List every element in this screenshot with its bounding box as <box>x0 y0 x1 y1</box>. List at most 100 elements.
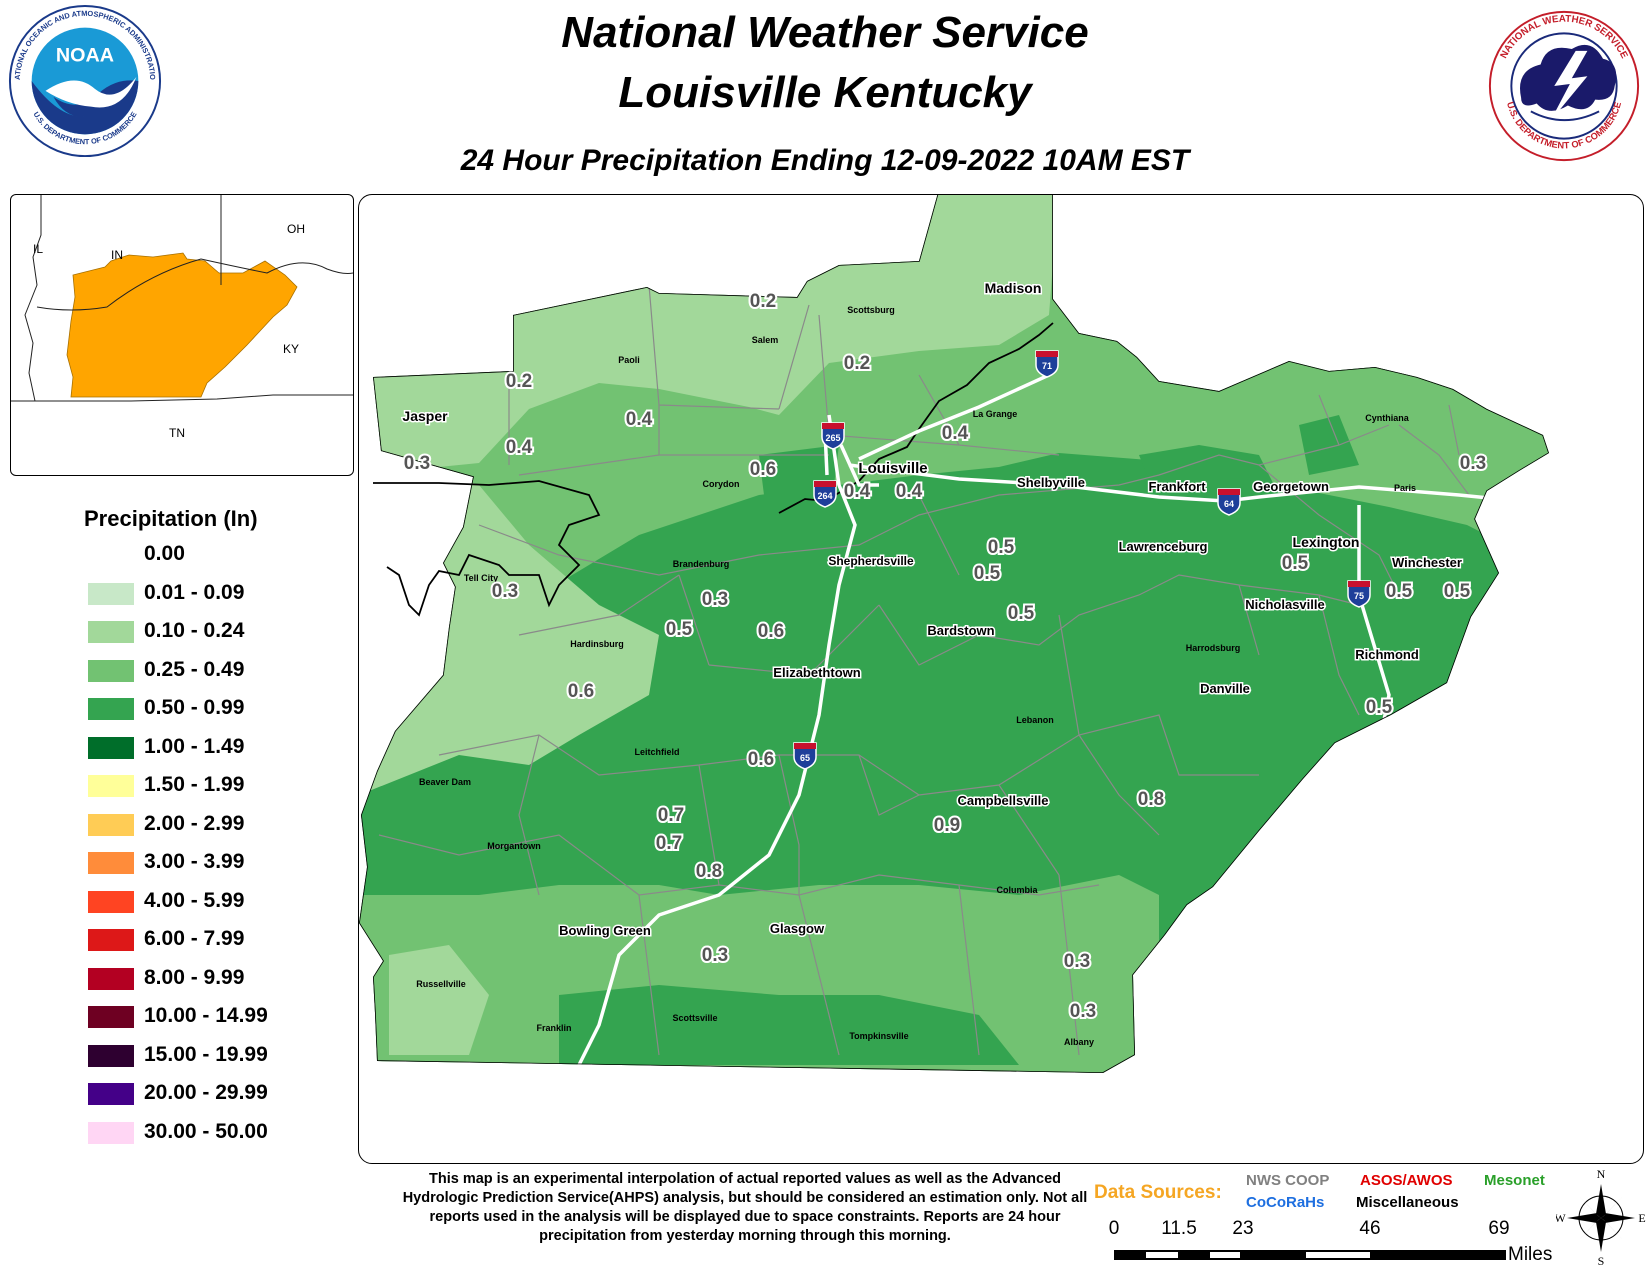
city-label: Scottsburg <box>847 305 895 315</box>
data-sources-label: Data Sources: <box>1094 1182 1222 1203</box>
compass-w: W <box>1556 1211 1566 1225</box>
legend-label: 4.00 - 5.99 <box>144 888 245 912</box>
city-label: Albany <box>1064 1037 1094 1047</box>
city-label: Lebanon <box>1016 715 1054 725</box>
city-label: Nicholasville <box>1245 597 1324 612</box>
precip-observation-value: 0.7 <box>658 805 684 826</box>
compass-rose-icon: N S E W <box>1556 1167 1646 1266</box>
legend-label: 6.00 - 7.99 <box>144 927 245 950</box>
legend-label: 1.00 - 1.49 <box>144 734 245 758</box>
legend-label: 3.00 - 3.99 <box>144 850 245 873</box>
source-asos-awos: ASOS/AWOS <box>1360 1172 1453 1189</box>
svg-text:75: 75 <box>1354 591 1364 601</box>
precipitation-map: 71 265 264 64 75 65 Madison Scottsburg Salem Pao… <box>358 194 1644 1164</box>
precip-zone-010 <box>389 945 489 1055</box>
city-label: Georgetown <box>1253 479 1329 494</box>
precip-observation-value: 0.3 <box>492 581 518 602</box>
inset-label: TN <box>169 426 185 440</box>
city-label: Franklin <box>536 1023 571 1033</box>
legend-label: 20.00 - 29.99 <box>144 1081 268 1104</box>
legend-label: 0.10 - 0.24 <box>144 619 245 642</box>
precip-observation-value: 0.9 <box>934 815 960 836</box>
noaa-logo: NOAA NATIONAL OCEANIC AND ATMOSPHERIC AD… <box>6 2 162 158</box>
precip-observation-value: 0.5 <box>1444 581 1471 602</box>
legend-swatch <box>88 890 134 913</box>
page-title: National Weather Service <box>561 8 1089 57</box>
interstate-shield-icon: 264 <box>813 480 837 508</box>
precip-observation-value: 0.4 <box>942 423 969 444</box>
legend-swatch <box>88 698 134 720</box>
interstate-shield-icon: 65 <box>793 742 817 770</box>
legend-swatch <box>88 967 134 990</box>
precip-observation-value: 0.2 <box>844 353 870 374</box>
city-label: Harrodsburg <box>1186 643 1241 653</box>
inset-label: IL <box>33 242 43 256</box>
city-label: Glasgow <box>770 921 825 936</box>
precip-observation-value: 0.2 <box>750 291 776 312</box>
precip-observation-value: 0.6 <box>758 621 784 642</box>
precip-observation-value: 0.4 <box>506 437 533 458</box>
legend-label: 30.00 - 50.00 <box>144 1119 268 1143</box>
precip-observation-value: 0.4 <box>896 481 923 502</box>
legend-swatch <box>88 852 134 874</box>
city-label: Salem <box>752 335 779 345</box>
inset-label: IN <box>111 248 123 262</box>
legend-label: 0.50 - 0.99 <box>144 696 245 719</box>
city-label: Morgantown <box>487 841 541 851</box>
precip-observation-value: 0.5 <box>666 619 693 640</box>
legend-label: 8.00 - 9.99 <box>144 965 245 989</box>
city-label: Lexington <box>1293 534 1360 550</box>
city-label: Scottsville <box>672 1013 717 1023</box>
svg-text:65: 65 <box>800 753 810 763</box>
city-label: Beaver Dam <box>419 777 471 787</box>
precip-observation-value: 0.2 <box>506 371 532 392</box>
scale-tick: 46 <box>1359 1218 1381 1239</box>
legend-label: 2.00 - 2.99 <box>144 811 245 835</box>
precip-observation-value: 0.8 <box>696 861 722 882</box>
precip-observation-value: 0.3 <box>1070 1001 1096 1022</box>
scale-bar: 0 11.5 23 46 69 <box>1100 1218 1650 1268</box>
interstate-shield-icon: 71 <box>1035 350 1059 378</box>
county-borders <box>378 284 1470 1056</box>
legend-swatch <box>88 582 134 605</box>
scale-tick: 23 <box>1232 1218 1254 1239</box>
svg-text:265: 265 <box>825 433 840 443</box>
city-label: Shelbyville <box>1017 475 1085 490</box>
city-label: Bowling Green <box>559 923 651 938</box>
compass-e: E <box>1638 1211 1645 1225</box>
city-label: Bardstown <box>927 623 994 638</box>
inset-label: OH <box>287 222 305 236</box>
noaa-logo-text: NOAA <box>56 44 114 66</box>
city-label: Winchester <box>1392 555 1462 570</box>
legend-swatch <box>88 659 134 682</box>
scale-tick: 11.5 <box>1161 1218 1197 1239</box>
precip-observation-value: 0.4 <box>626 409 653 430</box>
city-label: La Grange <box>973 409 1018 419</box>
inset-label: KY <box>283 342 299 356</box>
precip-zone-050 <box>1299 415 1359 475</box>
legend-swatch <box>88 813 134 836</box>
city-label: Elizabethtown <box>773 665 860 680</box>
legend-swatch <box>88 1006 134 1028</box>
precip-observation-value: 0.3 <box>1064 951 1090 972</box>
precip-observation-value: 0.6 <box>748 749 774 770</box>
disclaimer-text: This map is an experimental interpolatio… <box>402 1171 1088 1244</box>
legend-swatch <box>88 1083 134 1105</box>
legend-label: 10.00 - 14.99 <box>144 1004 268 1027</box>
precip-observation-value: 0.6 <box>750 459 776 480</box>
city-label: Tell City <box>464 573 498 583</box>
precip-observation-value: 0.5 <box>974 563 1001 584</box>
legend-swatch <box>88 1121 134 1144</box>
city-label: Cynthiana <box>1365 413 1410 423</box>
scale-tick: 0 <box>1108 1218 1120 1239</box>
scale-tick: 69 <box>1488 1218 1510 1239</box>
scale-unit: Miles <box>1508 1244 1553 1265</box>
legend-swatch <box>88 544 134 566</box>
compass-n: N <box>1597 1167 1606 1181</box>
legend-label: 0.01 - 0.09 <box>144 580 245 604</box>
source-miscellaneous: Miscellaneous <box>1356 1194 1459 1211</box>
cwa-highlight-region <box>66 252 298 398</box>
city-label: Jasper <box>402 408 448 424</box>
svg-text:264: 264 <box>817 491 832 501</box>
legend-swatch <box>88 775 134 797</box>
